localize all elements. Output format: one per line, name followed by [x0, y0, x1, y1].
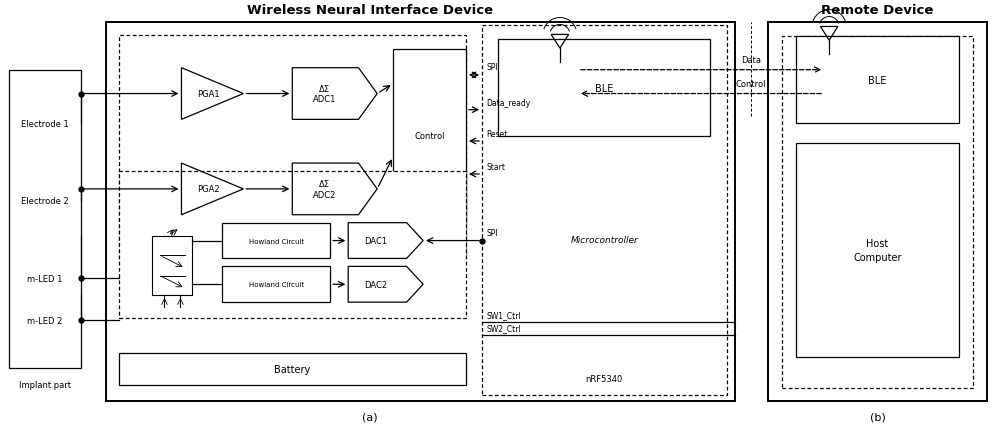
Text: DAC1: DAC1: [364, 237, 387, 246]
Text: BLE: BLE: [595, 83, 613, 93]
Text: Howland Circuit: Howland Circuit: [249, 238, 304, 244]
Text: SW2_Ctrl: SW2_Ctrl: [486, 323, 521, 332]
Text: m-LED 1: m-LED 1: [27, 274, 62, 283]
Text: nRF5340: nRF5340: [586, 374, 623, 383]
Text: Electrode 1: Electrode 1: [21, 120, 69, 129]
Text: Host
Computer: Host Computer: [853, 239, 902, 262]
Text: m-LED 2: m-LED 2: [27, 316, 62, 325]
Bar: [782, 37, 973, 388]
Text: Data: Data: [741, 55, 761, 64]
Text: Microcontroller: Microcontroller: [570, 235, 638, 244]
Text: BLE: BLE: [868, 75, 887, 86]
Text: Data_ready: Data_ready: [486, 98, 530, 108]
Text: ΔΣ
ADC1: ΔΣ ADC1: [313, 85, 336, 104]
Bar: [119, 172, 466, 318]
Text: Wireless Neural Interface Device: Wireless Neural Interface Device: [247, 4, 493, 17]
Text: Howland Circuit: Howland Circuit: [249, 282, 304, 288]
Text: (a): (a): [362, 412, 378, 421]
Bar: [119, 36, 466, 259]
Bar: [106, 23, 735, 402]
Text: SPI: SPI: [486, 228, 498, 237]
Text: Implant part: Implant part: [19, 380, 71, 389]
Bar: [796, 37, 959, 124]
Bar: [9, 71, 81, 368]
Text: Reset: Reset: [486, 130, 507, 138]
Text: ΔΣ
ADC2: ΔΣ ADC2: [313, 180, 336, 199]
Text: SW1_Ctrl: SW1_Ctrl: [486, 310, 521, 319]
Text: PGA2: PGA2: [197, 185, 220, 194]
Text: ADS1292: ADS1292: [154, 240, 193, 249]
Text: Battery: Battery: [274, 364, 310, 374]
Text: Remote Device: Remote Device: [821, 4, 934, 17]
Bar: [796, 144, 959, 357]
Text: DAC2: DAC2: [364, 280, 387, 289]
Bar: [768, 23, 987, 402]
Text: PGA1: PGA1: [197, 90, 220, 99]
Bar: [222, 223, 330, 259]
Bar: [222, 267, 330, 302]
Bar: [482, 26, 727, 395]
Bar: [498, 40, 710, 137]
Text: SPI: SPI: [486, 63, 498, 72]
Text: Start: Start: [486, 163, 505, 172]
Text: Electrode 2: Electrode 2: [21, 197, 69, 206]
Bar: [119, 353, 466, 385]
Text: Control: Control: [414, 132, 445, 141]
Bar: [393, 50, 466, 223]
Bar: [152, 236, 192, 295]
Text: (b): (b): [870, 412, 885, 421]
Text: Control: Control: [736, 80, 766, 89]
